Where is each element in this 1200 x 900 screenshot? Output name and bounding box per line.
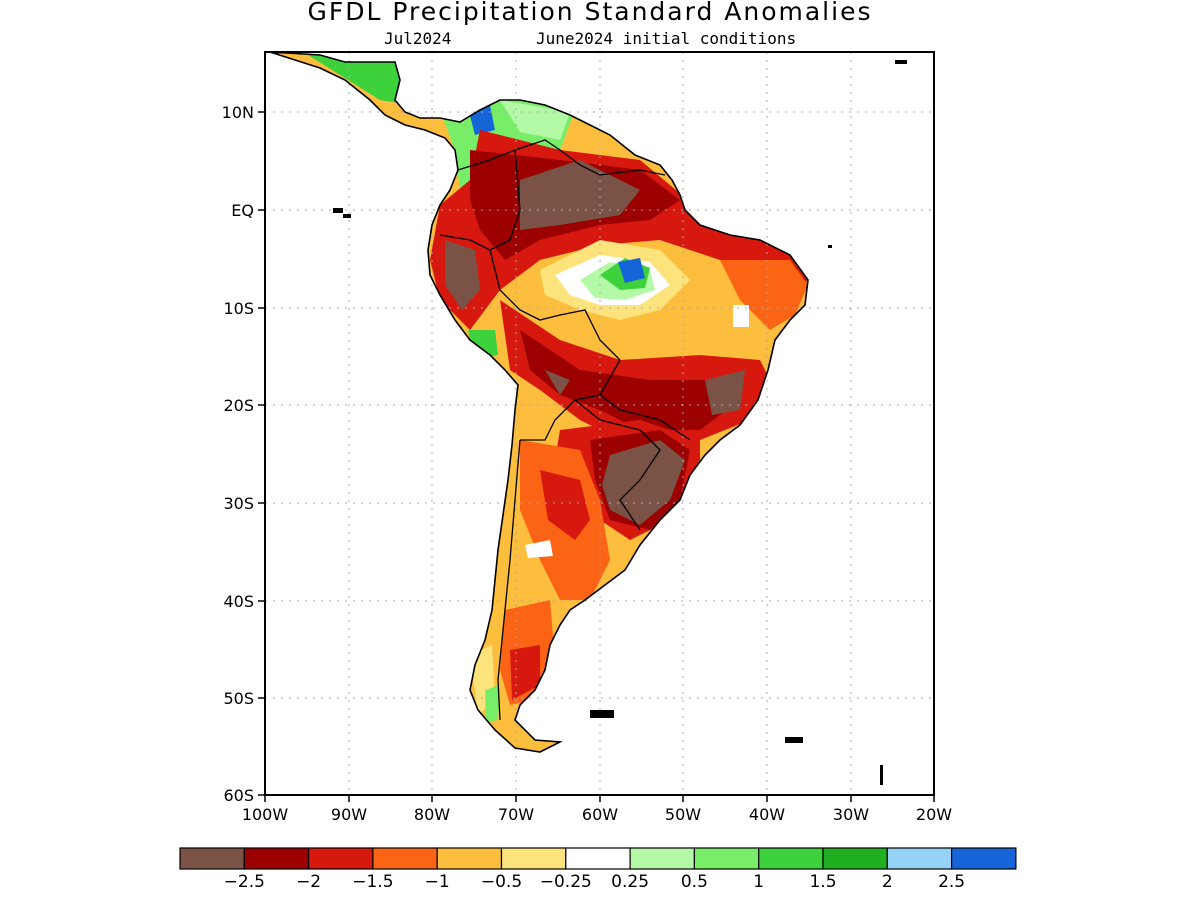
colorbar-label: −1: [424, 872, 450, 892]
lat-tick-label: 30S: [223, 494, 254, 513]
lon-tick-label: 50W: [665, 805, 701, 824]
colorbar-swatch: [822, 847, 888, 870]
colorbar-label: −0.5: [480, 872, 523, 892]
colorbar-swatch: [308, 847, 374, 870]
lon-tick-label: 70W: [498, 805, 534, 824]
colorbar-label: 0.25: [611, 872, 650, 892]
colorbar-swatch: [436, 847, 503, 870]
colorbar-swatch: [372, 847, 438, 870]
colorbar-swatch: [758, 847, 824, 870]
lat-tick-label: 50S: [223, 689, 254, 708]
lat-tick-label: 40S: [223, 592, 254, 611]
lat-tick-label: 60S: [223, 786, 254, 805]
map-title: GFDL Precipitation Standard Anomalies: [307, 0, 873, 26]
colorbar-swatch: [629, 847, 695, 870]
tick-marks: [258, 111, 935, 802]
colorbar-label: −0.25: [539, 872, 592, 892]
colorbar-label: 2.5: [938, 872, 966, 892]
colorbar-swatch: [243, 847, 310, 870]
lat-tick-label: 20S: [223, 396, 254, 415]
colorbar-label: 0.5: [680, 872, 708, 892]
lon-tick-label: 80W: [414, 805, 450, 824]
country-borders: [439, 139, 691, 721]
colorbar-label: 1: [753, 872, 765, 892]
islands: [333, 60, 907, 785]
lat-tick-label: EQ: [231, 201, 254, 220]
lat-tick-label: 10S: [223, 299, 254, 318]
colorbar-swatch: [179, 847, 245, 870]
colorbar-swatch: [565, 847, 631, 870]
colorbar-swatch: [886, 847, 953, 870]
lon-tick-label: 20W: [916, 805, 952, 824]
colorbar-label: 1.5: [809, 872, 837, 892]
colorbar-label: 2: [881, 872, 893, 892]
initial-conditions: June2024 initial conditions: [536, 29, 797, 48]
lon-tick-label: 30W: [833, 805, 869, 824]
forecast-month: Jul2024: [384, 29, 452, 48]
lat-tick-label: 10N: [222, 103, 254, 122]
lon-axis: 100W 90W 80W 70W 60W 50W 40W 30W 20W: [242, 805, 952, 824]
colorbar-swatch: [500, 847, 567, 870]
colorbar-label: −2.5: [223, 872, 265, 892]
lon-tick-label: 100W: [242, 805, 289, 824]
lon-tick-label: 90W: [331, 805, 367, 824]
colorbar: [179, 847, 1017, 870]
lon-tick-label: 40W: [749, 805, 785, 824]
colorbar-label: −1.5: [352, 872, 394, 892]
colorbar-label: −2: [296, 872, 322, 892]
colorbar-swatch: [693, 847, 760, 870]
lat-axis: 10N EQ 10S 20S 30S 40S 50S 60S: [222, 103, 254, 805]
lon-tick-label: 60W: [582, 805, 618, 824]
colorbar-swatch: [950, 847, 1017, 870]
